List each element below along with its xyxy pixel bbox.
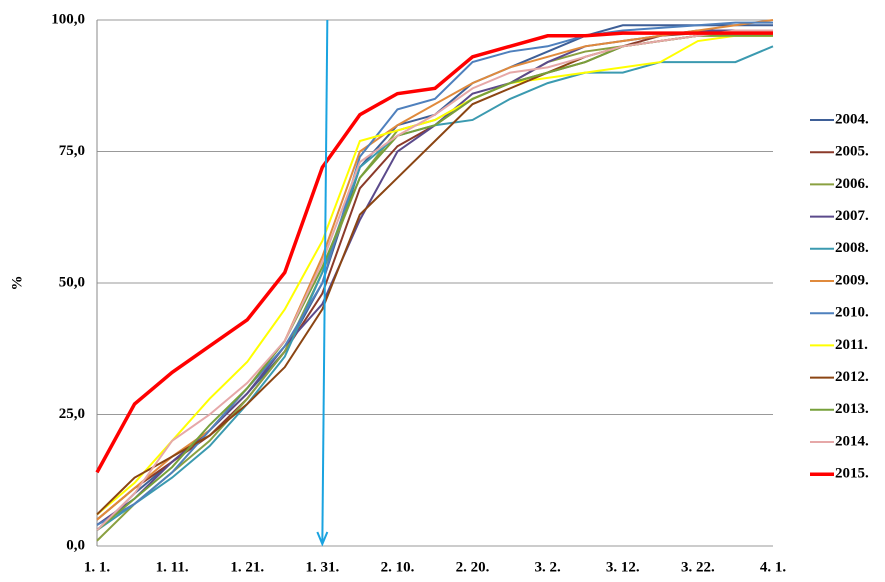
y-tick-label: 0,0 xyxy=(66,537,85,553)
x-tick-label: 2. 10. xyxy=(381,559,415,575)
legend-label: 2005. xyxy=(835,144,869,160)
x-tick-label: 3. 12. xyxy=(606,559,640,575)
arrow xyxy=(321,19,329,543)
legend-label: 2014. xyxy=(835,433,869,449)
series-line xyxy=(96,19,774,521)
x-tick-label: 1. 11. xyxy=(156,559,189,575)
legend-label: 2011. xyxy=(835,337,868,353)
x-tick-label: 4. 1. xyxy=(760,559,787,575)
y-tick-label: 50,0 xyxy=(59,274,85,290)
y-axis-label: % xyxy=(9,276,25,291)
series-line xyxy=(96,34,773,542)
series-line xyxy=(96,29,773,531)
y-tick-label: 75,0 xyxy=(59,143,85,159)
x-tick-label: 1. 1. xyxy=(84,559,111,575)
series-line xyxy=(95,31,773,474)
legend-label: 2013. xyxy=(835,401,869,417)
arrow-head xyxy=(316,531,329,547)
x-tick-label: 3. 2. xyxy=(535,559,562,575)
legend-label: 2008. xyxy=(835,240,869,256)
series-line xyxy=(96,34,773,516)
legend-label: 2012. xyxy=(835,369,869,385)
y-tick-label: 25,0 xyxy=(59,406,85,422)
x-tick-label: 1. 21. xyxy=(230,559,264,575)
x-tick-label: 2. 20. xyxy=(456,559,490,575)
legend-label: 2006. xyxy=(835,176,869,192)
series-line xyxy=(96,21,773,526)
legend-label: 2015. xyxy=(835,466,869,482)
y-tick-label: 100,0 xyxy=(51,11,85,27)
legend-label: 2009. xyxy=(835,272,869,288)
x-tick-label: 1. 31. xyxy=(305,559,339,575)
legend-label: 2007. xyxy=(835,208,869,224)
legend-label: 2010. xyxy=(835,305,869,321)
legend-label: 2004. xyxy=(835,111,869,127)
x-tick-label: 3. 22. xyxy=(681,559,715,575)
